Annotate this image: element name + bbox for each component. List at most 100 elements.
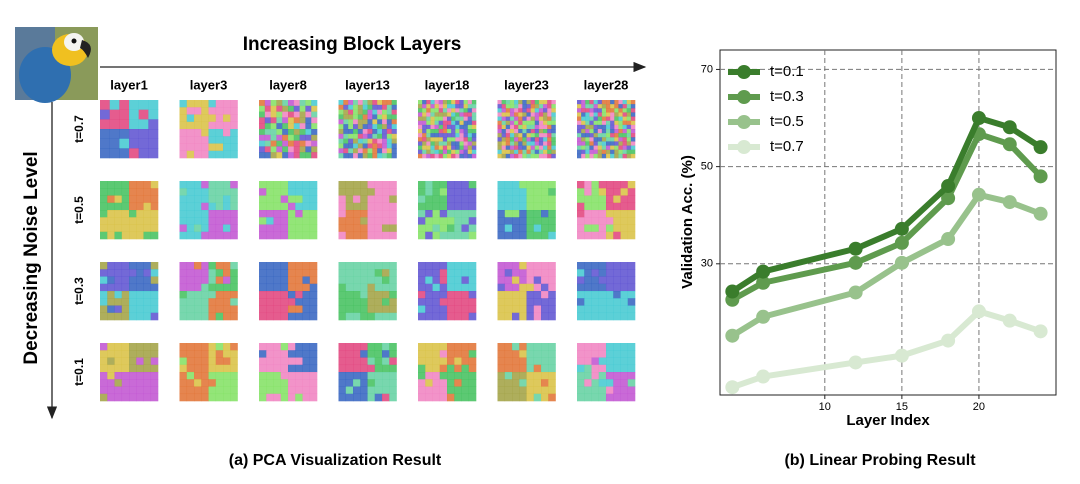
- tile-pixel: [577, 145, 582, 151]
- tile-pixel: [598, 231, 607, 240]
- tile-pixel: [468, 210, 477, 218]
- tile-pixel: [295, 217, 303, 225]
- tile-pixel: [447, 133, 452, 138]
- tile-pixel: [541, 262, 549, 270]
- tile-pixel: [418, 305, 426, 314]
- tile-pixel: [461, 217, 470, 225]
- tile-pixel: [353, 124, 359, 130]
- tile-pixel: [454, 386, 462, 395]
- tile-pixel: [447, 262, 455, 270]
- tile-pixel: [382, 109, 388, 115]
- tile-pixel: [584, 195, 592, 204]
- tile-pixel: [584, 312, 592, 321]
- tile-pixel: [109, 138, 120, 149]
- tile-pixel: [438, 145, 444, 151]
- tile-pixel: [223, 188, 231, 196]
- tile-pixel: [509, 120, 515, 126]
- tile-pixel: [280, 195, 289, 204]
- tile-pixel: [266, 357, 274, 366]
- tile-pixel: [276, 146, 283, 153]
- tile-pixel: [367, 312, 376, 321]
- tile-pixel: [430, 120, 435, 126]
- tile-pixel: [129, 109, 139, 120]
- tile-pixel: [382, 291, 390, 299]
- tile-pixel: [526, 141, 531, 146]
- tile-pixel: [526, 224, 535, 233]
- tile-pixel: [432, 305, 441, 314]
- tile-pixel: [622, 116, 628, 122]
- tile-pixel: [541, 224, 549, 233]
- tile-pixel: [230, 100, 238, 108]
- tile-pixel: [585, 104, 590, 109]
- tile-pixel: [338, 119, 344, 125]
- tile-pixel: [455, 141, 460, 146]
- tile-pixel: [538, 153, 544, 159]
- tile-pixel: [230, 121, 238, 130]
- tile-pixel: [613, 305, 621, 314]
- tile-pixel: [422, 116, 427, 122]
- tile-pixel: [179, 379, 188, 387]
- tile-pixel: [136, 343, 144, 351]
- tile-pixel: [626, 141, 632, 146]
- tile-pixel: [418, 379, 426, 387]
- tile-pixel: [362, 148, 368, 154]
- tile-pixel: [468, 312, 477, 321]
- tile-pixel: [541, 269, 549, 277]
- tile-pixel: [119, 109, 130, 120]
- tile-pixel: [606, 116, 611, 122]
- tile-pixel: [548, 202, 556, 211]
- tile-pixel: [107, 181, 115, 189]
- tile-pixel: [179, 231, 188, 240]
- tile-pixel: [577, 269, 585, 277]
- tile-pixel: [434, 120, 440, 126]
- pca-tile: [100, 181, 159, 240]
- tile-pixel: [425, 231, 433, 240]
- tile-pixel: [610, 124, 615, 130]
- tile-pixel: [367, 386, 376, 395]
- tile-pixel: [618, 129, 623, 134]
- tile-pixel: [100, 386, 108, 395]
- tile-pixel: [353, 210, 361, 218]
- tile-pixel: [129, 119, 139, 130]
- tile-pixel: [100, 129, 110, 139]
- tile-pixel: [447, 393, 455, 402]
- tile-pixel: [526, 120, 531, 126]
- tile-pixel: [534, 108, 540, 113]
- tile-pixel: [194, 343, 202, 351]
- tile-pixel: [302, 217, 311, 225]
- tile-pixel: [451, 112, 456, 117]
- tile-pixel: [598, 262, 607, 270]
- pca-tile: [100, 343, 159, 402]
- tile-pixel: [577, 372, 585, 380]
- tile-pixel: [606, 224, 614, 233]
- tile-pixel: [543, 133, 548, 138]
- tile-pixel: [504, 379, 513, 387]
- point: [725, 380, 740, 395]
- tile-pixel: [577, 108, 582, 113]
- tile-pixel: [620, 291, 629, 299]
- tile-pixel: [442, 104, 448, 109]
- tile-pixel: [541, 210, 549, 218]
- tile-pixel: [577, 298, 585, 306]
- tile-pixel: [613, 231, 621, 240]
- tile-pixel: [509, 141, 515, 146]
- tile-pixel: [606, 100, 611, 105]
- tile-pixel: [610, 145, 615, 151]
- tile-pixel: [338, 181, 347, 189]
- tile-pixel: [468, 283, 477, 292]
- tile-pixel: [526, 364, 535, 373]
- tile-pixel: [266, 217, 274, 225]
- tile-pixel: [620, 393, 629, 402]
- tile-pixel: [391, 129, 397, 135]
- pca-tile: [259, 262, 318, 321]
- tile-pixel: [208, 262, 217, 270]
- x-tick-label: 20: [973, 401, 985, 413]
- tile-pixel: [273, 393, 282, 402]
- tile-pixel: [438, 133, 444, 138]
- tile-pixel: [143, 312, 152, 321]
- tile-pixel: [622, 153, 628, 159]
- tile-pixel: [509, 129, 515, 134]
- tile-pixel: [541, 364, 549, 373]
- tile-pixel: [543, 137, 548, 142]
- tile-pixel: [273, 195, 282, 204]
